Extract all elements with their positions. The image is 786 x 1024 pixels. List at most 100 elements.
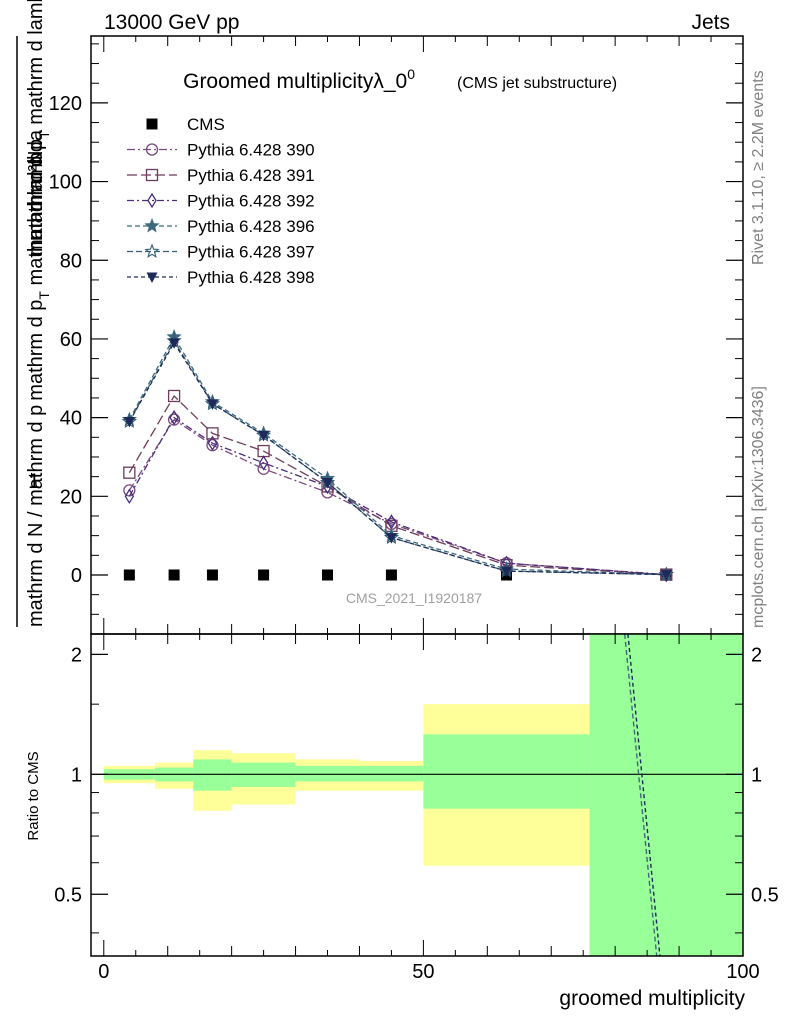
ratio-band-inner xyxy=(359,765,424,782)
ratio-ytick-label-right: 1 xyxy=(751,764,762,786)
legend-label: CMS xyxy=(187,115,225,134)
ylabel-top: mathrm d²N xyxy=(25,150,47,256)
legend-label: Pythia 6.428 398 xyxy=(187,268,315,287)
data-point xyxy=(123,569,135,581)
main-ytick-label: 20 xyxy=(60,486,82,508)
ylabel-upper-part1: mathrm d p xyxy=(25,139,47,240)
series-line xyxy=(128,341,667,576)
series-line xyxy=(128,418,667,576)
chart-title-sup: 0 xyxy=(407,66,415,82)
ratio-frame xyxy=(90,633,744,957)
ylabel-bottom-part2: mathrm d p xyxy=(25,300,47,401)
ratio-ytick-label: 1 xyxy=(71,764,82,786)
legend-marker xyxy=(144,243,160,258)
legend-marker xyxy=(146,118,158,130)
ylabel-upper: mathrm d pT mathrm d lambda xyxy=(25,0,52,240)
data-point xyxy=(385,533,397,544)
series-line xyxy=(128,335,667,576)
ratio-band-inner xyxy=(295,765,360,782)
legend-label: Pythia 6.428 397 xyxy=(187,243,315,262)
ylabel-bottom-part1: mathrm d N / mathrm d p xyxy=(25,405,47,627)
main-ytick-label: 100 xyxy=(49,172,82,194)
data-point xyxy=(322,569,334,581)
ylabel-bottom-sub: T xyxy=(36,291,52,300)
ratio-lines xyxy=(624,633,661,957)
ratio-curve xyxy=(624,633,658,957)
legend-label: Pythia 6.428 396 xyxy=(187,217,315,236)
data-point xyxy=(124,488,135,505)
series-line xyxy=(128,416,667,576)
ylabel-upper-part2: mathrm d lambda xyxy=(25,0,47,130)
ylabel-top-part1: mathrm d²N xyxy=(25,150,47,256)
watermark: CMS_2021_I1920187 xyxy=(346,590,482,606)
data-point xyxy=(258,455,269,471)
ratio-panel: 0.5 0.5 1 1 2 2 0 50 100 Ratio to CMS groomed mu… xyxy=(25,633,779,1010)
legend-entry: Pythia 6.428 396 xyxy=(127,217,315,236)
chart-subtitle: (CMS jet substructure) xyxy=(457,75,617,92)
data-point xyxy=(207,435,218,451)
data-point xyxy=(123,466,136,479)
main-panel: Groomed multiplicityλ_00 (CMS jet substr… xyxy=(49,35,744,635)
ratio-xtick-label: 100 xyxy=(726,961,759,983)
legend-marker xyxy=(147,192,157,209)
data-point xyxy=(123,417,135,428)
main-ytick-label: 120 xyxy=(49,93,82,115)
series-1 xyxy=(123,413,673,581)
main-ytick-label: 0 xyxy=(71,565,82,587)
ratio-ytick-label: 0.5 xyxy=(54,884,82,906)
legend-entry: Pythia 6.428 392 xyxy=(127,192,315,211)
ratio-band-inner xyxy=(193,759,232,791)
data-point xyxy=(258,430,270,442)
data-point xyxy=(660,570,672,581)
ratio-xtick-label: 0 xyxy=(98,961,109,983)
legend: CMS Pythia 6.428 390 Pythia 6.428 391 Pythi… xyxy=(127,115,315,287)
ylabel-bottom: mathrm d N / mathrm d pmathrm d pT mathr… xyxy=(25,129,52,627)
mcplots-label: mcplots.cern.ch [arXiv:1306.3436] xyxy=(750,386,767,628)
legend-marker xyxy=(145,168,159,182)
legend-entry: CMS xyxy=(146,115,225,134)
data-point xyxy=(322,478,334,489)
legend-label: Pythia 6.428 391 xyxy=(187,166,315,185)
data-point xyxy=(385,569,397,581)
legend-marker xyxy=(145,143,159,156)
ylabel-one: 1 xyxy=(28,470,40,493)
ratio-ytick-label-right: 0.5 xyxy=(751,884,779,906)
data-point xyxy=(168,338,180,349)
ratio-curve xyxy=(627,633,661,957)
main-series xyxy=(121,328,674,583)
legend-label: Pythia 6.428 390 xyxy=(187,141,315,160)
ylabel-upper-sub: T xyxy=(36,130,52,139)
data-point xyxy=(206,569,218,581)
main-ytick-label: 60 xyxy=(60,329,82,351)
series-5 xyxy=(121,332,674,582)
header-left: 13000 GeV pp xyxy=(104,11,239,34)
main-ylabel: 1 mathrm d N / mathrm d pmathrm d pT mat… xyxy=(16,0,52,627)
ratio-bands xyxy=(91,634,743,956)
data-point xyxy=(500,566,512,578)
data-point xyxy=(168,569,180,581)
series-0 xyxy=(123,569,672,581)
series-2 xyxy=(123,389,673,581)
data-point xyxy=(258,569,270,581)
ratio-band-inner xyxy=(589,634,743,956)
main-ytick-label: 80 xyxy=(60,250,82,272)
series-6 xyxy=(123,338,672,581)
header-right: Jets xyxy=(691,11,730,34)
main-ytick-label: 40 xyxy=(60,408,82,430)
chart-title-text: Groomed multiplicityλ_0 xyxy=(183,70,407,93)
data-point xyxy=(169,409,179,426)
legend-marker xyxy=(146,272,158,283)
xlabel: groomed multiplicity xyxy=(559,987,745,1010)
data-point xyxy=(206,399,218,410)
legend-entry: Pythia 6.428 397 xyxy=(127,243,315,262)
data-point xyxy=(167,389,181,403)
legend-marker xyxy=(144,217,160,233)
legend-label: Pythia 6.428 392 xyxy=(187,192,315,211)
legend-entry: Pythia 6.428 391 xyxy=(127,166,315,185)
ylabel-bottom-part3: mathrm d lambda xyxy=(25,129,47,291)
chart-title: Groomed multiplicityλ_00 xyxy=(183,66,415,93)
ratio-xtick-label: 50 xyxy=(412,961,434,983)
rivet-label: Rivet 3.1.10, ≥ 2.2M events xyxy=(750,70,767,265)
legend-entry: Pythia 6.428 398 xyxy=(127,268,315,287)
